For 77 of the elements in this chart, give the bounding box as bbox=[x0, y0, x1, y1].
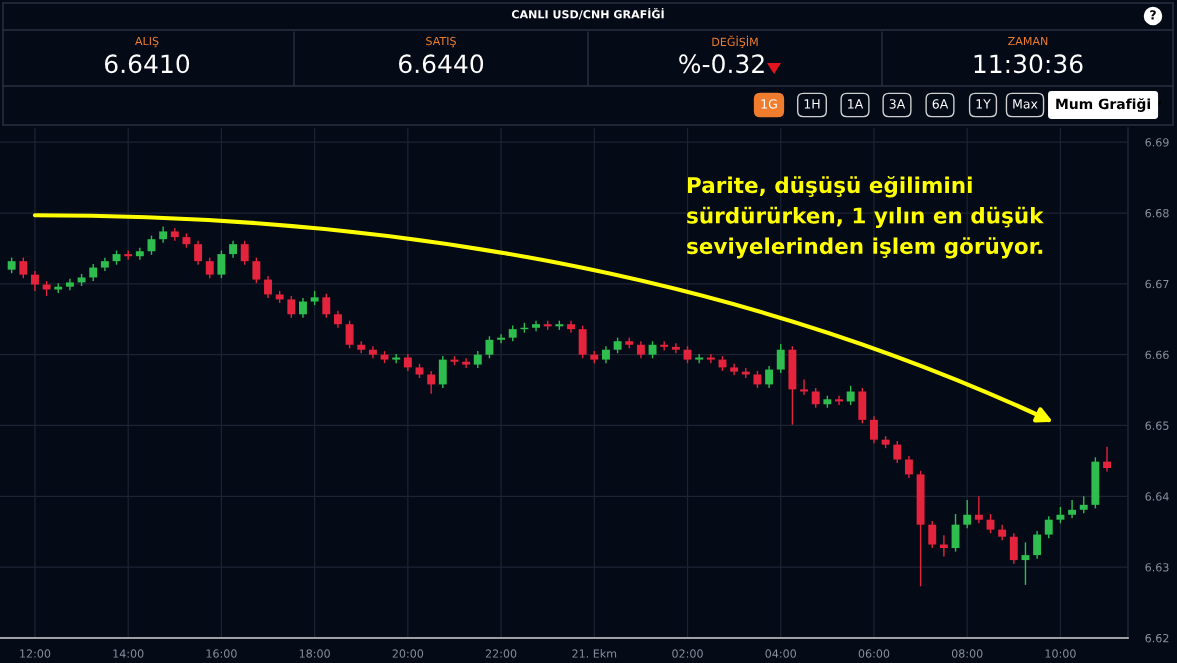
x-tick-label: 06:00 bbox=[858, 649, 890, 658]
candlestick bbox=[124, 249, 133, 261]
y-tick-label: 6.62 bbox=[1145, 633, 1169, 643]
candlestick bbox=[1033, 530, 1042, 560]
text: ZAMAN bbox=[1008, 36, 1048, 46]
candlestick bbox=[205, 256, 214, 279]
candlestick bbox=[893, 440, 902, 464]
candlestick bbox=[706, 353, 715, 364]
x-tick-label: 08:00 bbox=[951, 649, 983, 658]
text: 3A bbox=[889, 99, 906, 109]
text: 6.6440 bbox=[399, 54, 484, 74]
candlestick bbox=[963, 499, 972, 529]
candlestick bbox=[835, 395, 843, 406]
x-tick-label: 16:00 bbox=[206, 649, 237, 658]
candlestick bbox=[322, 293, 331, 319]
text: SATIŞ bbox=[426, 36, 456, 48]
text: 1Y bbox=[976, 99, 991, 109]
x-tick-label: 14:00 bbox=[113, 649, 144, 658]
y-tick-label: 6.67 bbox=[1145, 279, 1169, 289]
text: ALIŞ bbox=[135, 36, 159, 48]
candlestick bbox=[299, 297, 307, 319]
candlestick bbox=[904, 455, 913, 479]
candlestick bbox=[974, 495, 983, 524]
candlestick bbox=[1009, 532, 1018, 565]
text: Mum Grafiği bbox=[1056, 98, 1150, 112]
candlestick bbox=[695, 353, 704, 364]
y-tick-label: 6.64 bbox=[1145, 492, 1169, 501]
candlestick bbox=[217, 249, 226, 279]
candlestick bbox=[31, 270, 39, 292]
x-tick-label: 20:00 bbox=[392, 649, 424, 658]
text: 11:30:36 bbox=[974, 54, 1083, 74]
candlestick bbox=[462, 357, 471, 369]
y-tick-label: 6.69 bbox=[1145, 138, 1169, 147]
y-tick-label: 6.65 bbox=[1145, 421, 1169, 430]
candlestick bbox=[497, 333, 506, 345]
candlestick bbox=[928, 520, 937, 549]
text: %-0.32 bbox=[679, 54, 764, 74]
x-tick-label: 21. Ekm bbox=[572, 649, 617, 658]
candlestick bbox=[1068, 499, 1077, 519]
candlestick bbox=[811, 387, 820, 409]
candlestick bbox=[19, 256, 28, 279]
text: 1H bbox=[804, 99, 820, 109]
candlestick bbox=[846, 385, 855, 406]
text: 1A bbox=[848, 99, 864, 109]
candlestick bbox=[287, 295, 296, 319]
x-tick-label: 22:00 bbox=[485, 649, 517, 658]
y-tick-label: 6.66 bbox=[1145, 350, 1169, 360]
text: Max bbox=[1013, 99, 1038, 109]
x-tick-label: 18:00 bbox=[299, 649, 330, 658]
candlestick bbox=[765, 365, 774, 389]
candlestick bbox=[1021, 541, 1030, 586]
candlestick bbox=[485, 335, 494, 359]
candlestick bbox=[240, 239, 249, 266]
candlestick bbox=[870, 415, 878, 444]
x-tick-label: 04:00 bbox=[765, 649, 797, 658]
text: 6.6410 bbox=[105, 54, 190, 74]
text: DEĞİŞİM bbox=[712, 35, 758, 49]
y-tick-label: 6.68 bbox=[1145, 208, 1169, 218]
candlestick bbox=[800, 378, 809, 396]
x-tick-label: 12:00 bbox=[20, 649, 51, 658]
text: 6A bbox=[932, 99, 949, 109]
candlestick bbox=[671, 342, 680, 354]
candlestick bbox=[1044, 515, 1053, 539]
candlestick bbox=[1103, 446, 1111, 473]
candlestick bbox=[194, 239, 203, 266]
candlestick bbox=[345, 319, 354, 349]
x-tick-label: 02:00 bbox=[672, 649, 703, 658]
y-tick-label: 6.63 bbox=[1145, 563, 1169, 572]
chart-title: CANLI USD/CNH GRAFİĞİ bbox=[511, 8, 664, 20]
text: 1G bbox=[761, 99, 777, 109]
candlestick bbox=[427, 370, 436, 395]
x-tick-label: 10:00 bbox=[1045, 649, 1076, 658]
candlestick bbox=[264, 275, 272, 299]
candlestick bbox=[252, 256, 261, 284]
candlestick bbox=[776, 343, 785, 374]
annotation: Parite, düşüşü eğilimini sürdürürken, 1 yılın en düşük seviyelerinden işlem görüyor. bbox=[687, 176, 1044, 259]
text: ? bbox=[1150, 10, 1156, 20]
